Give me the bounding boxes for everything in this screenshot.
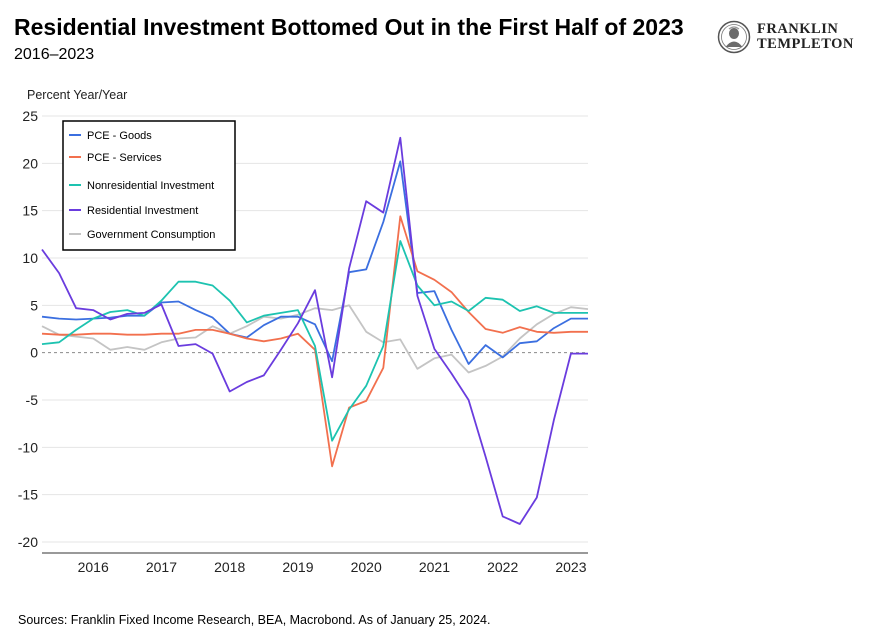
legend-label: Residential Investment: [87, 205, 198, 217]
x-tick-label: 2017: [146, 559, 177, 575]
series-lines: [41, 136, 589, 525]
y-tick-label: 5: [30, 297, 38, 313]
y-tick-label: 20: [22, 155, 38, 171]
legend-label: Government Consumption: [87, 229, 215, 241]
x-tick-label: 2018: [214, 559, 245, 575]
y-axis-ticks: 25 20 15 10 5 0 -5 -10 -15 -20: [18, 108, 38, 550]
logo-wordmark: FRANKLIN TEMPLETON: [757, 22, 854, 52]
series-line-pce-goods: [41, 160, 588, 365]
y-tick-label: 10: [22, 250, 38, 266]
legend: PCE - Goods PCE - Services Nonresidential …: [62, 120, 236, 251]
series-line-nonresidential-investment: [41, 240, 588, 442]
legend-label: PCE - Services: [87, 152, 162, 164]
y-tick-label: -10: [18, 439, 38, 455]
franklin-templeton-logo: FRANKLIN TEMPLETON: [717, 20, 862, 56]
gridlines: [42, 115, 588, 543]
legend-label: Nonresidential Investment: [87, 180, 214, 192]
y-tick-label: 15: [22, 203, 38, 219]
logo-line-1: FRANKLIN: [757, 21, 839, 37]
chart-subtitle: 2016–2023: [14, 46, 95, 63]
y-tick-label: -5: [26, 392, 39, 408]
x-axis-ticks: 2016 2017 2018 2019 2020 2021 2022 2023: [78, 559, 587, 575]
series-line-pce-services: [41, 215, 588, 468]
y-axis-label: Percent Year/Year: [27, 88, 127, 102]
series-line-government-consumption: [41, 304, 589, 374]
x-tick-label: 2019: [282, 559, 313, 575]
y-tick-label: 0: [30, 345, 38, 361]
x-tick-label: 2021: [419, 559, 450, 575]
x-tick-label: 2023: [555, 559, 586, 575]
x-tick-label: 2016: [78, 559, 109, 575]
y-tick-label: -15: [18, 487, 38, 503]
y-tick-label: 25: [22, 108, 38, 124]
seal-icon: [717, 20, 751, 54]
source-note: Sources: Franklin Fixed Income Research,…: [18, 613, 491, 627]
x-tick-label: 2022: [487, 559, 518, 575]
x-tick-label: 2020: [351, 559, 382, 575]
legend-label: PCE - Goods: [87, 130, 152, 142]
chart-title: Residential Investment Bottomed Out in t…: [14, 14, 684, 40]
y-tick-label: -20: [18, 534, 38, 550]
logo-line-2: TEMPLETON: [757, 36, 854, 52]
series-line-residential-investment: [41, 136, 588, 525]
legend-box: [62, 120, 236, 251]
